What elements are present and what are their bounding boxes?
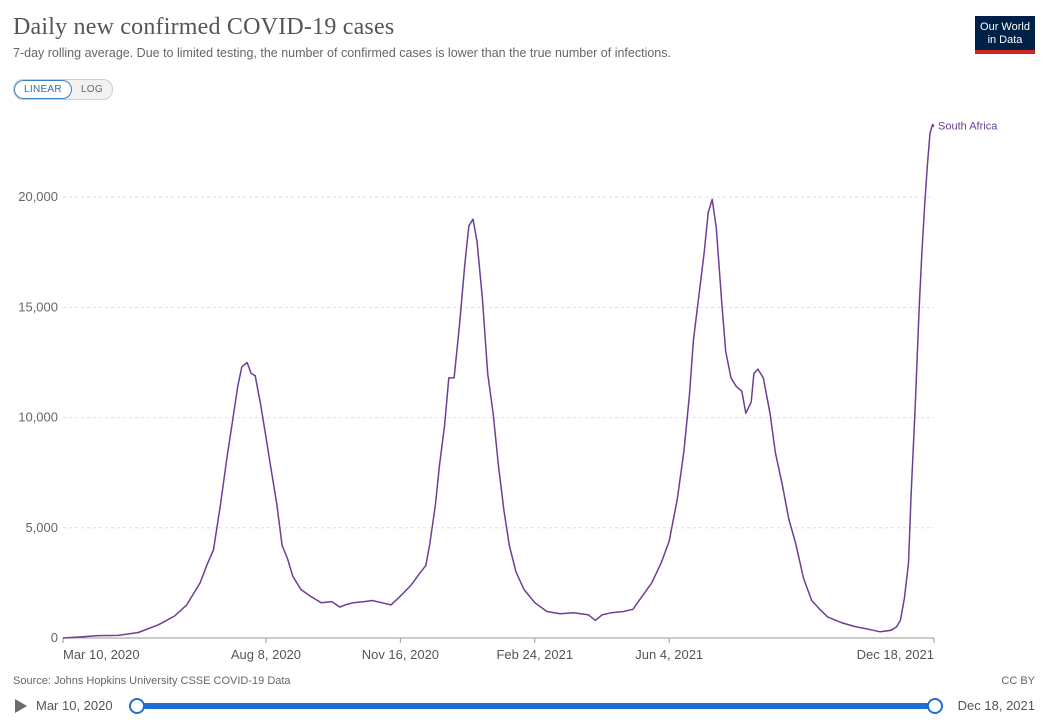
source-note[interactable]: Source: Johns Hopkins University CSSE CO… xyxy=(13,675,291,687)
timeline-start-label: Mar 10, 2020 xyxy=(36,698,113,713)
log-scale-button[interactable]: LOG xyxy=(80,84,103,95)
owid-logo[interactable]: Our World in Data xyxy=(975,16,1035,54)
timeline-track[interactable] xyxy=(137,703,936,709)
timeline: Mar 10, 2020 Dec 18, 2021 xyxy=(0,695,1047,719)
y-tick-label: 10,000 xyxy=(18,410,58,425)
chart-title: Daily new confirmed COVID-19 cases xyxy=(13,14,395,40)
series-label: South Africa xyxy=(938,121,998,133)
y-tick-label: 0 xyxy=(51,630,58,645)
play-icon[interactable] xyxy=(15,699,27,713)
license-link[interactable]: CC BY xyxy=(1001,675,1035,687)
y-tick-label: 20,000 xyxy=(18,189,58,204)
scale-toggle: LINEAR LOG xyxy=(13,79,113,100)
line-chart[interactable]: 0 5,000 10,000 15,000 20,000 Mar 10, 2020 Aug … xyxy=(0,0,1047,672)
linear-scale-button[interactable]: LINEAR xyxy=(14,80,72,99)
x-tick-label: Jun 4, 2021 xyxy=(635,647,703,662)
x-tick-label: Feb 24, 2021 xyxy=(496,647,573,662)
timeline-start-handle[interactable] xyxy=(129,698,145,714)
timeline-end-label: Dec 18, 2021 xyxy=(957,698,1035,713)
y-tick-label: 15,000 xyxy=(18,299,58,314)
x-tick-label: Mar 10, 2020 xyxy=(63,647,140,662)
y-tick-label: 5,000 xyxy=(25,520,58,535)
chart-subtitle: 7-day rolling average. Due to limited te… xyxy=(13,46,671,60)
x-tick-label: Nov 16, 2020 xyxy=(362,647,439,662)
series-line xyxy=(62,123,935,639)
logo-line-2: in Data xyxy=(987,34,1023,46)
x-tick-label: Dec 18, 2021 xyxy=(857,647,934,662)
logo-line-1: Our World xyxy=(980,21,1030,33)
x-tick-label: Aug 8, 2020 xyxy=(231,647,301,662)
timeline-end-handle[interactable] xyxy=(927,698,943,714)
